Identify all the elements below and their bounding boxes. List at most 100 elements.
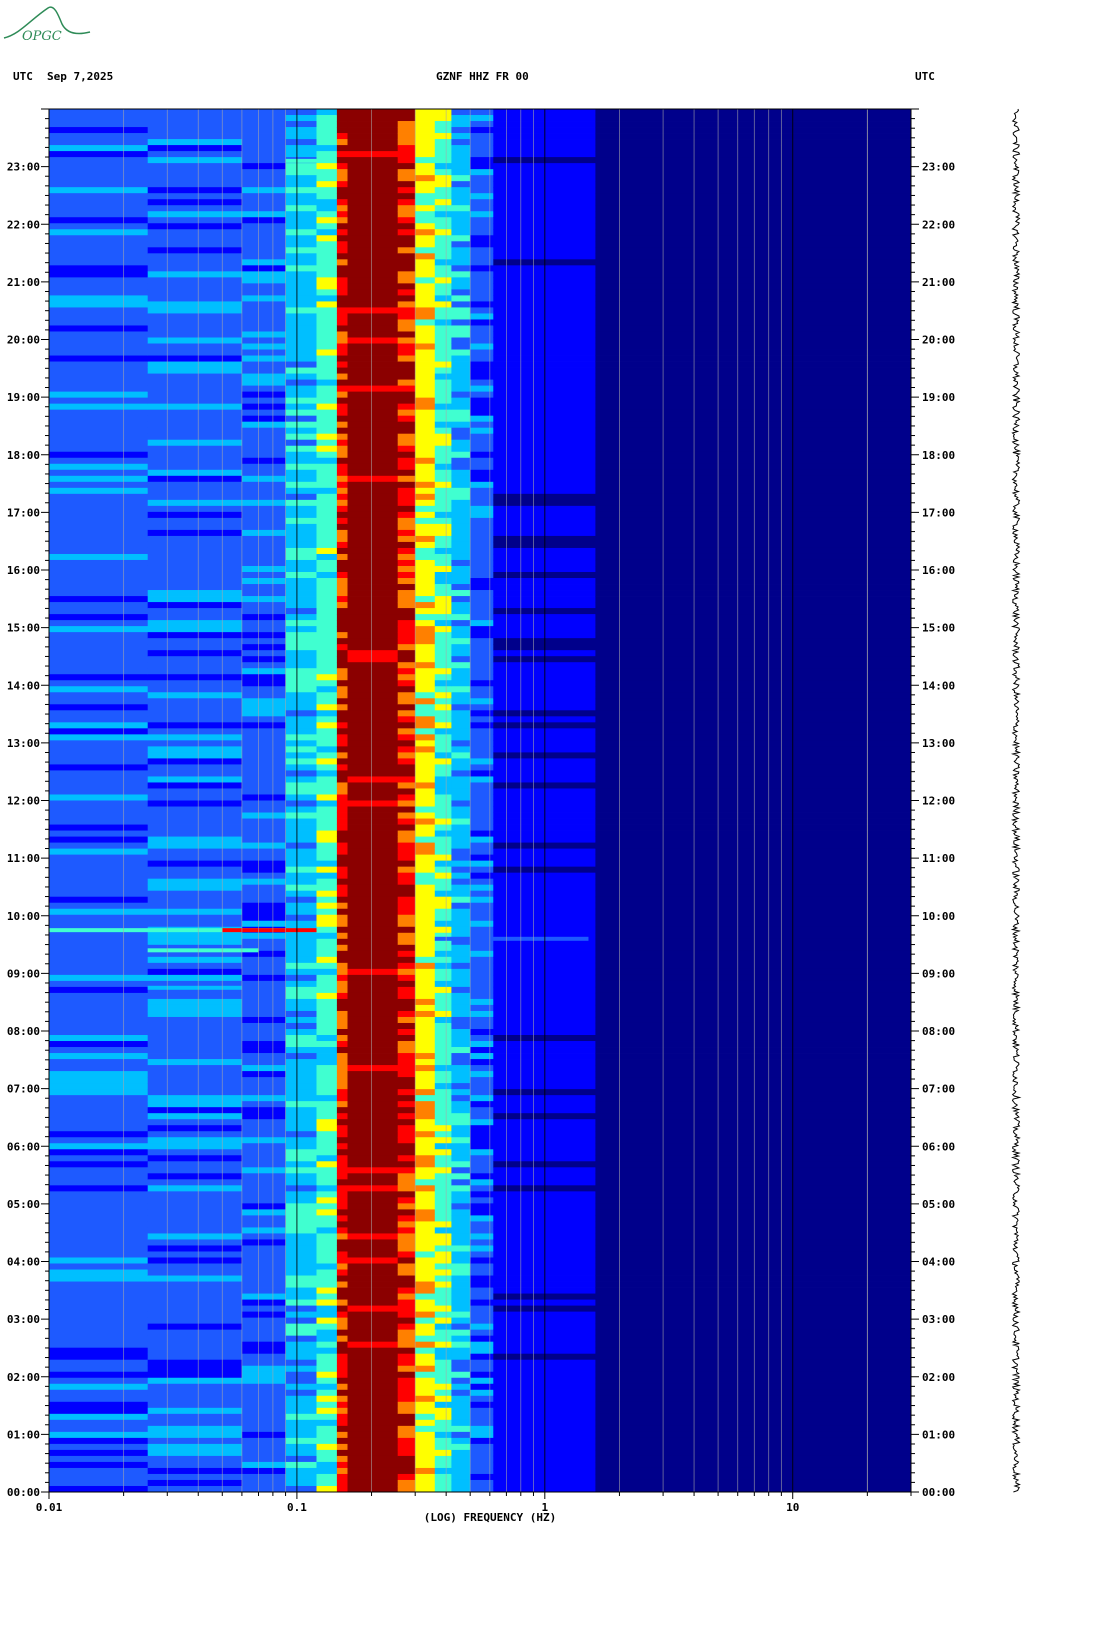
heat-cell [470, 1341, 494, 1349]
heat-cell [470, 1089, 494, 1096]
heat-cell [397, 938, 416, 946]
heat-cell [470, 1281, 494, 1288]
heat-cell [434, 559, 452, 567]
heat-cell [470, 1239, 494, 1246]
heat-cell [397, 890, 416, 898]
heat-cell [147, 1221, 243, 1228]
heat-cell [285, 307, 318, 314]
heat-cell [347, 728, 399, 735]
heat-cell [49, 890, 149, 898]
heat-cell [347, 1365, 399, 1373]
heat-cell [347, 1257, 399, 1264]
heat-cell [316, 259, 338, 266]
heat-cell [347, 926, 399, 934]
heat-cell [285, 469, 318, 477]
heat-cell [316, 1293, 338, 1300]
heat-cell [451, 391, 471, 399]
heat-cell [397, 692, 416, 699]
heat-cell [316, 445, 338, 453]
heat-cell [470, 133, 494, 140]
heat-cell [470, 535, 494, 543]
heat-cell [147, 457, 243, 465]
heat-cell [147, 710, 243, 717]
heat-cell [397, 145, 416, 152]
heat-cell [470, 1119, 494, 1126]
heat-cell [49, 1347, 149, 1355]
heat-cell [285, 1371, 318, 1379]
heat-cell [434, 656, 452, 663]
heat-cell [49, 1149, 149, 1156]
right-utc-label: UTC [915, 70, 935, 83]
heat-cell [241, 1431, 287, 1439]
heat-cell [470, 1035, 494, 1042]
heat-cell [316, 1119, 338, 1126]
heat-cell [336, 499, 349, 507]
heat-cell [415, 812, 436, 819]
heat-cell [336, 1359, 349, 1367]
heat-cell [347, 764, 399, 771]
heat-cell [241, 1077, 287, 1084]
heat-cell [470, 559, 494, 567]
heat-cell [241, 1479, 287, 1487]
heat-cell [415, 806, 436, 813]
heat-cell [595, 1431, 911, 1439]
heat-cell [595, 1083, 911, 1090]
heat-cell [285, 1311, 318, 1319]
heat-cell [285, 445, 318, 453]
heat-cell [316, 632, 338, 639]
heat-cell [470, 1059, 494, 1066]
heat-cell [434, 1281, 452, 1288]
heat-cell [470, 1311, 494, 1319]
heat-cell [347, 289, 399, 296]
heat-cell [147, 115, 243, 122]
heat-cell [285, 511, 318, 519]
heat-cell [49, 469, 149, 477]
heat-cell [434, 235, 452, 242]
heat-cell [336, 620, 349, 627]
heat-cell [241, 836, 287, 843]
heat-cell [241, 878, 287, 886]
heat-cell [336, 1155, 349, 1162]
heat-cell [470, 1257, 494, 1264]
heat-cell [470, 1443, 494, 1451]
heat-cell [347, 824, 399, 831]
heat-cell [470, 1022, 494, 1030]
heat-cell [336, 1047, 349, 1054]
heat-cell [147, 848, 243, 856]
heat-cell [147, 325, 243, 332]
heat-cell [434, 1299, 452, 1306]
heat-cell [415, 608, 436, 615]
heat-cell [347, 1179, 399, 1186]
heat-cell [241, 1041, 287, 1048]
heat-cell [285, 523, 318, 531]
heat-cell [241, 1251, 287, 1258]
heat-cell [415, 277, 436, 284]
heat-cell [49, 1035, 149, 1042]
heat-cell [470, 962, 494, 970]
heat-cell [336, 1197, 349, 1204]
heat-cell [285, 824, 318, 831]
heat-cell [241, 1191, 287, 1198]
heat-cell [595, 121, 911, 128]
heat-cell [595, 1335, 911, 1343]
heat-cell [470, 277, 494, 284]
heat-cell [241, 1167, 287, 1174]
heat-cell [470, 620, 494, 627]
heat-cell [285, 614, 318, 621]
heat-cell [451, 1041, 471, 1048]
heat-cell [285, 109, 318, 116]
heat-cell [285, 373, 318, 380]
heat-cell [347, 740, 399, 747]
heat-cell [285, 541, 318, 549]
heat-cell [434, 187, 452, 194]
heat-cell [285, 896, 318, 904]
y-tick-label-left: 19:00 [7, 391, 40, 404]
heat-cell [336, 746, 349, 753]
heat-cell [241, 241, 287, 248]
heat-cell [434, 283, 452, 290]
heat-cell [147, 1479, 243, 1487]
heat-cell [451, 680, 471, 687]
heat-cell [595, 716, 911, 723]
heat-cell [470, 1137, 494, 1144]
heat-cell [316, 265, 338, 272]
